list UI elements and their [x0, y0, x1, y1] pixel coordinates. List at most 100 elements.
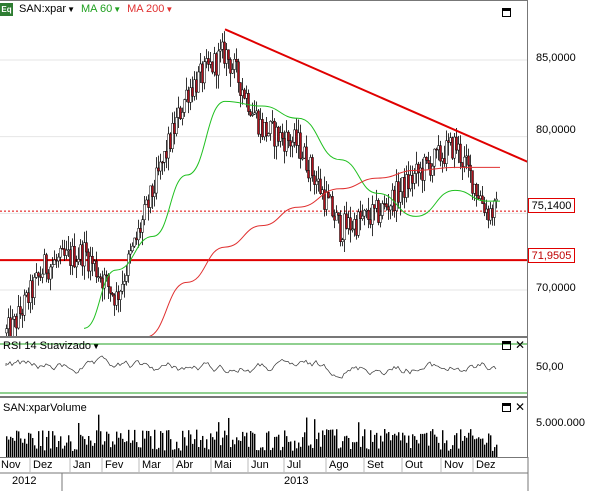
volume-bar — [452, 445, 454, 457]
rsi-panel[interactable]: RSI 14 Suavizado▼ ✕ — [0, 337, 528, 397]
candle-body — [135, 237, 138, 241]
volume-bar — [454, 435, 456, 457]
trendline[interactable] — [224, 28, 528, 163]
volume-bar — [380, 435, 382, 457]
candle-body — [13, 316, 16, 320]
candle-body — [51, 264, 54, 268]
volume-bar — [104, 441, 106, 457]
candle-body — [483, 203, 486, 213]
candle-body — [347, 217, 350, 229]
candle-body — [405, 174, 408, 198]
volume-bar — [326, 429, 328, 457]
volume-bar — [296, 448, 298, 457]
month-label: Ago — [329, 459, 349, 471]
candle-body — [49, 266, 52, 280]
candle-body — [467, 155, 470, 166]
y-tick-85: 85,0000 — [536, 52, 576, 64]
price-panel[interactable]: Eq SAN:xpar▼ MA 60▼ MA 200▼ — [0, 0, 528, 337]
volume-bar — [320, 446, 322, 457]
price-chart[interactable] — [0, 1, 528, 337]
ma200-legend[interactable]: MA 200▼ — [127, 3, 173, 15]
candle-body — [275, 126, 278, 147]
candle-body — [361, 215, 364, 219]
volume-bar — [482, 438, 484, 457]
candle-body — [255, 110, 258, 114]
candle-body — [313, 175, 316, 185]
volume-bar — [420, 433, 422, 457]
chevron-down-icon[interactable]: ▼ — [113, 5, 122, 14]
volume-bar — [118, 437, 120, 457]
candle-body — [5, 328, 8, 334]
volume-bar — [336, 429, 338, 457]
volume-bar — [342, 441, 344, 457]
volume-bar — [472, 435, 474, 457]
chevron-down-icon[interactable]: ▼ — [165, 5, 174, 14]
volume-chart[interactable] — [0, 398, 528, 458]
close-volume-icon[interactable]: ✕ — [515, 400, 526, 414]
candle-body — [199, 63, 202, 73]
candle-body — [123, 281, 126, 285]
volume-bar — [220, 445, 222, 457]
candle-body — [271, 120, 274, 123]
volume-bar — [384, 429, 386, 457]
volume-bar — [304, 432, 306, 457]
ma60-legend[interactable]: MA 60▼ — [81, 3, 121, 15]
close-rsi-icon[interactable]: ✕ — [515, 338, 526, 352]
volume-bar — [160, 431, 162, 457]
ma200-line[interactable] — [146, 166, 500, 337]
candle-body — [159, 161, 162, 172]
price-panel-header: Eq SAN:xpar▼ MA 60▼ MA 200▼ — [0, 1, 173, 17]
volume-bar — [392, 435, 394, 457]
candle-body — [217, 50, 220, 76]
candle-body — [457, 143, 460, 151]
candle-body — [269, 121, 272, 134]
ma60-line[interactable] — [83, 100, 500, 329]
volume-bar — [258, 450, 260, 457]
candle-body — [209, 61, 212, 65]
candle-body — [85, 242, 88, 253]
volume-panel[interactable]: SAN:xparVolume ✕ — [0, 397, 528, 458]
volume-bar — [490, 435, 492, 457]
volume-bar — [262, 447, 264, 457]
volume-bar — [312, 447, 314, 457]
volume-bar — [22, 442, 24, 457]
candle-body — [291, 141, 294, 147]
chevron-down-icon[interactable]: ▼ — [67, 5, 75, 14]
candle-body — [479, 195, 482, 199]
maximize-volume-icon[interactable] — [502, 403, 511, 412]
candle-body — [31, 280, 34, 298]
maximize-panel-icon[interactable] — [502, 8, 511, 17]
candle-body — [463, 156, 466, 167]
volume-bar — [338, 448, 340, 457]
volume-bar — [230, 447, 232, 457]
candle-body — [375, 200, 378, 209]
candle-body — [265, 122, 268, 137]
candle-body — [353, 219, 356, 230]
candle-body — [373, 204, 376, 209]
volume-bar — [316, 439, 318, 457]
candle-body — [317, 178, 320, 182]
volume-axis: 5.000.000 — [528, 397, 594, 458]
candle-body — [397, 181, 400, 203]
chevron-down-icon[interactable]: ▼ — [92, 342, 100, 351]
maximize-rsi-icon[interactable] — [502, 341, 511, 350]
symbol-label[interactable]: SAN:xpar▼ — [19, 3, 75, 15]
candle-body — [119, 290, 122, 300]
rsi-label[interactable]: RSI 14 Suavizado▼ — [3, 340, 100, 352]
volume-bar — [126, 441, 128, 457]
candle-body — [153, 192, 156, 197]
volume-bar — [196, 429, 198, 457]
candle-body — [455, 136, 458, 151]
rsi-chart[interactable] — [0, 338, 528, 397]
volume-bar — [142, 430, 144, 457]
candle-body — [359, 211, 362, 219]
year-label-2013: 2013 — [284, 475, 309, 487]
volume-bar — [82, 436, 84, 457]
candle-body — [307, 170, 310, 179]
volume-bar — [94, 443, 96, 457]
candle-body — [325, 192, 328, 210]
rsi-line[interactable] — [5, 355, 497, 379]
candle-body — [25, 292, 28, 296]
candle-body — [245, 93, 248, 99]
candle-body — [295, 129, 298, 146]
